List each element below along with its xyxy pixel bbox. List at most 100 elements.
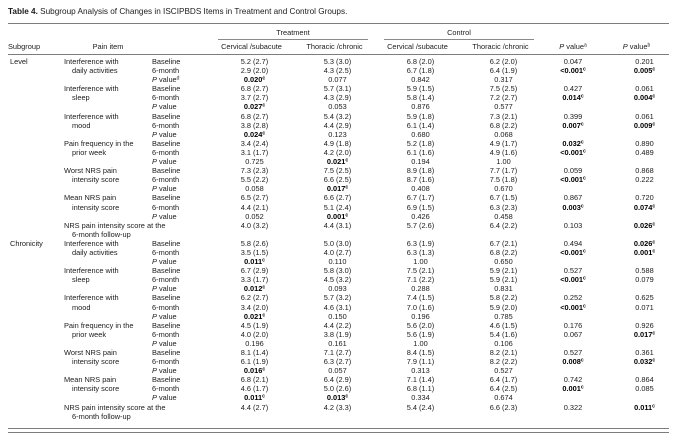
p-value-b-cell: 0.032c — [633, 357, 656, 367]
p-value-a-cell — [542, 130, 604, 139]
subgroup-cell — [8, 203, 64, 212]
control-thoracic-cell: 7.7 (1.7) — [489, 166, 518, 176]
subgroup-cell — [8, 384, 64, 393]
control-thoracic-cell: 5.9 (2.1) — [489, 275, 518, 285]
treatment-thoracic-cell: 4.9 (1.8) — [323, 138, 352, 148]
p-value-b-cell — [604, 257, 669, 266]
measure-header-spacer — [152, 40, 210, 55]
table-row: Pain frequency in the Baseline 4.5 (1.9) 4.… — [8, 321, 669, 330]
pain-item-cell: intensity score — [72, 202, 120, 212]
pain-item-cell: daily activities — [72, 66, 118, 76]
p-value-a-cell: 0.047 — [563, 57, 583, 66]
table-row: P valued 0.020c 0.077 0.842 0.317 — [8, 75, 669, 84]
pain-item-cell: mood — [72, 302, 91, 312]
treatment-thoracic-cell: 0.013c — [326, 393, 349, 403]
pain-item-cell: Interference with — [64, 57, 119, 66]
p-value-b-cell — [604, 184, 669, 193]
pain-item-cell: NRS pain intensity score at the — [64, 220, 166, 230]
control-thoracic-cell: 1.00 — [496, 157, 511, 167]
treatment-thoracic-cell: 5.3 (3.0) — [323, 57, 352, 66]
table-row: sleep 6-month 3.3 (1.7) 4.5 (3.2) 7.1 (2.2) 5… — [8, 275, 669, 284]
treatment-thoracic-cell: 0.123 — [328, 129, 347, 139]
treatment-thoracic-cell: 0.057 — [328, 366, 347, 376]
treatment-cervical-cell: 6.2 (2.7) — [240, 293, 269, 303]
table-row: P value 0.011c 0.013c 0.334 0.674 — [8, 393, 669, 402]
table-title-label: Table 4. — [8, 7, 38, 16]
control-thoracic-cell: 5.9 (2.1) — [489, 266, 518, 276]
control-spanner-label: Control — [384, 28, 535, 40]
p-value-a-cell — [542, 157, 604, 166]
control-thoracic-cell: 5.8 (2.2) — [489, 293, 518, 303]
treatment-cervical-cell: 0.027c — [243, 102, 266, 112]
measure-label-cell: P value — [152, 311, 177, 321]
table-row: P value 0.027c 0.053 0.876 0.577 — [8, 102, 669, 111]
control-thoracic-cell: 0.831 — [494, 284, 513, 294]
p-value-b-cell: 0.361 — [635, 348, 654, 357]
measure-label-cell: Baseline — [152, 348, 181, 357]
spanner-spacer — [8, 24, 210, 41]
control-thoracic-cell: 7.5 (1.8) — [489, 175, 518, 185]
measure-label-cell: P value — [152, 284, 177, 294]
treatment-cervical-cell: 6.8 (2.7) — [240, 111, 269, 121]
measure-label-cell: 6-month — [152, 357, 180, 367]
measure-label-cell: Baseline — [152, 375, 181, 385]
p-value-a-cell: 0.176 — [563, 320, 583, 330]
measure-label-cell: 6-month — [152, 120, 180, 130]
p-value-b-cell — [604, 312, 669, 321]
measure-label-cell: Baseline — [152, 193, 181, 203]
control-thoracic-cell: 6.4 (2.2) — [489, 220, 518, 230]
treatment-thoracic-cell: 4.0 (2.7) — [323, 247, 352, 257]
treatment-thoracic-cell: 4.6 (3.1) — [323, 302, 352, 312]
spanner-spacer — [542, 24, 604, 41]
p-value-a-cell — [542, 339, 604, 348]
table-row: P value 0.016c 0.057 0.313 0.527 — [8, 366, 669, 375]
table-row: NRS pain intensity score at the 4.4 (2.7)… — [8, 403, 669, 412]
p-value-b-cell — [604, 366, 669, 375]
treatment-cervical-cell: 0.024c — [243, 129, 266, 139]
treatment-cervical-cell: 3.5 (1.5) — [240, 247, 269, 257]
p-value-b-cell: 0.074c — [633, 202, 656, 212]
treatment-cervical-cell: 0.020c — [243, 75, 266, 85]
subgroup-cell — [8, 148, 64, 157]
table-title-text: Subgroup Analysis of Changes in ISCIPBDS… — [37, 7, 348, 16]
p-value-a-cell: 0.007c — [562, 120, 584, 130]
treatment-cervical-cell: 3.8 (2.8) — [240, 120, 269, 130]
p-value-a-cell: 0.527 — [563, 266, 583, 276]
treatment-cervical-cell: 0.011c — [244, 393, 265, 403]
control-thoracic-cell: 0.577 — [494, 102, 513, 112]
measure-label-cell: 6-month — [152, 384, 180, 394]
subgroup-cell — [8, 321, 64, 330]
control-cervical-cell: 0.842 — [411, 75, 430, 85]
pain-item-cell: Pain frequency in the — [64, 138, 134, 148]
treatment-thoracic-cell: 6.6 (2.5) — [323, 175, 352, 185]
p-value-a-cell: <0.001c — [560, 66, 586, 76]
p-value-b-cell — [604, 212, 669, 221]
control-cervical-cell: 8.7 (1.6) — [406, 175, 435, 185]
control-cervical-cell: 0.876 — [411, 102, 430, 112]
p-value-a-cell: 0.001c — [562, 384, 584, 394]
control-cervical-cell: 7.1 (2.2) — [406, 275, 435, 285]
treatment-cervical-cell: 6.8 (2.1) — [240, 375, 269, 385]
table-row: mood 6-month 3.8 (2.8) 4.4 (2.9) 6.1 (1.4) 6.… — [8, 121, 669, 130]
control-cervical-cell: 7.5 (2.1) — [406, 266, 435, 276]
subgroup-header: Subgroup — [8, 40, 64, 55]
p-value-a-cell — [542, 212, 604, 221]
subgroup-cell — [8, 112, 64, 121]
p-value-a-cell: 0.399 — [563, 111, 583, 121]
table-row: P value 0.021c 0.150 0.196 0.785 — [8, 312, 669, 321]
treatment-spanner-label: Treatment — [218, 28, 368, 40]
subgroup-cell — [8, 130, 64, 139]
p-value-b-cell: 0.890 — [635, 138, 654, 148]
subgroup-cell — [8, 339, 64, 348]
control-cervical-cell: 6.8 (1.1) — [406, 384, 435, 394]
table-row: P value 0.196 0.161 1.00 0.106 — [8, 339, 669, 348]
p-value-b-cell: 0.489 — [635, 147, 654, 157]
control-cervical-cell: 5.2 (1.8) — [406, 138, 435, 148]
subgroup-analysis-table: Treatment Control Subgroup Pain item Cer… — [8, 23, 670, 429]
subgroup-cell — [8, 175, 64, 184]
control-spanner: Control — [376, 24, 542, 40]
treatment-thoracic-cell: 0.093 — [328, 284, 347, 294]
treatment-thoracic-cell: 0.053 — [328, 102, 347, 112]
measure-label-cell: Baseline — [152, 111, 181, 121]
